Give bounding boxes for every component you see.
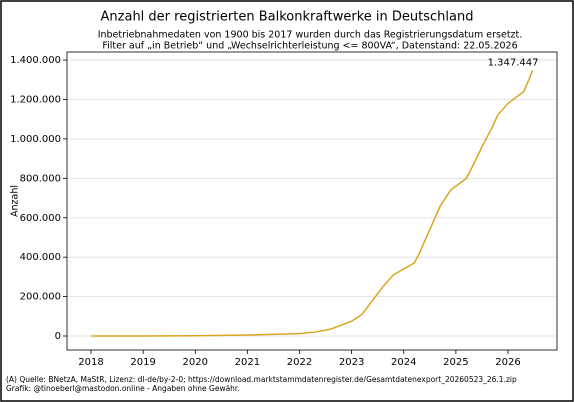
y-tick-label: 600.000 [20,213,61,224]
y-tick-label: 800.000 [20,173,61,184]
x-tick-label: 2021 [235,357,260,368]
subtitle: Filter auf „in Betrieb“ und „Wechselrich… [102,41,517,52]
value-label: 1.347.447 [488,57,539,68]
y-tick-label: 1.000.000 [10,134,61,145]
plot-area [66,51,558,351]
x-tick-label: 2020 [183,357,208,368]
y-tick-label: 1.400.000 [10,55,61,66]
x-tick-label: 2019 [130,357,155,368]
y-tick-label: 400.000 [20,252,61,263]
y-axis-label: Anzahl [10,185,21,217]
x-tick-label: 2022 [287,357,312,368]
x-tick-label: 2023 [339,357,364,368]
x-tick-label: 2018 [78,357,103,368]
x-tick-label: 2024 [391,357,416,368]
footer: (A) Quelle: BNetzA, MaStR, Lizenz: dl-de… [6,375,517,384]
data-line [90,70,534,337]
y-tick-label: 1.200.000 [10,94,61,105]
x-tick-label: 2026 [495,357,520,368]
footer: Grafik: @tinoeberl@mastodon.online - Ang… [6,384,240,393]
y-tick-label: 0 [55,331,61,342]
y-tick-label: 200.000 [20,292,61,303]
x-tick-label: 2025 [443,357,468,368]
subtitle: Inbetriebnahmedaten von 1900 bis 2017 wu… [98,30,523,41]
chart-title: Anzahl der registrierten Balkonkraftwerk… [101,10,474,25]
